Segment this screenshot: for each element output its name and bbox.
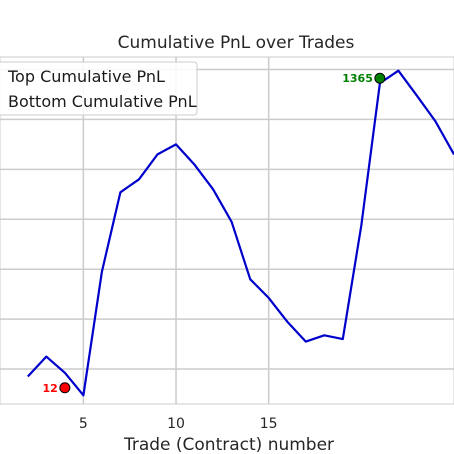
legend: Top Cumulative PnL Bottom Cumulative PnL — [0, 61, 198, 116]
annotation-label: 1365 — [342, 72, 373, 85]
legend-box — [0, 61, 198, 116]
annotation-marker — [374, 72, 386, 84]
plot-frame — [0, 56, 454, 405]
annotation-layer: 1365 12 — [43, 72, 386, 395]
x-tick-labels: 5 10 15 — [79, 416, 278, 432]
chart-title: Cumulative PnL over Trades — [118, 33, 355, 53]
legend-entry-bottom: Bottom Cumulative PnL — [8, 92, 197, 111]
x-tick-label: 5 — [79, 416, 88, 432]
x-tick-label: 15 — [260, 416, 278, 432]
x-axis-label: Trade (Contract) number — [123, 435, 334, 454]
x-tick-label: 10 — [167, 416, 185, 432]
annotation-label: 12 — [43, 382, 58, 395]
legend-entry-top: Top Cumulative PnL — [7, 67, 165, 86]
annotation-marker — [59, 382, 71, 394]
